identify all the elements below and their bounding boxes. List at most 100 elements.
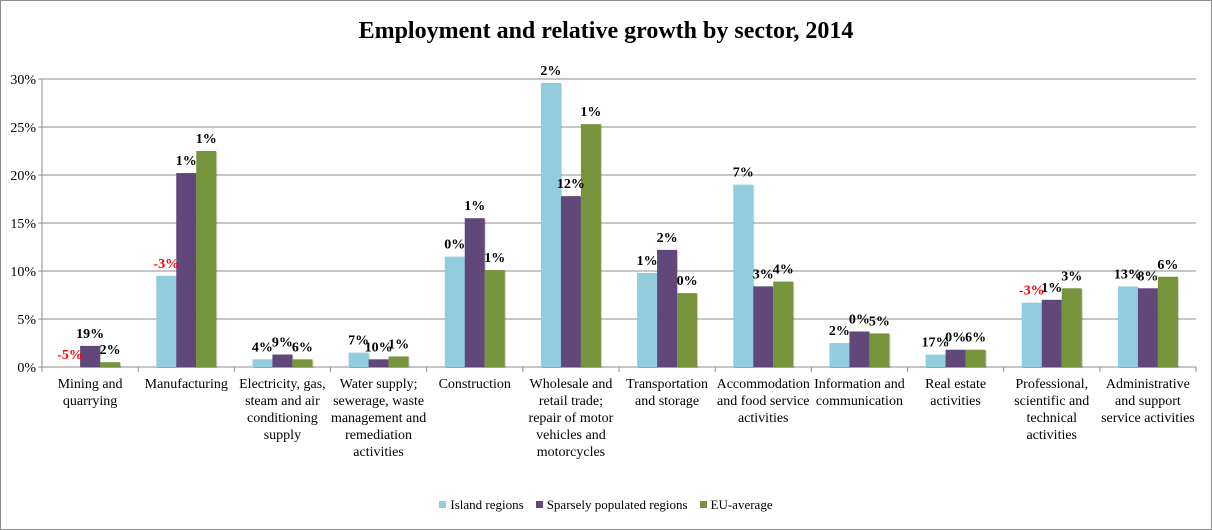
legend-item: Island regions: [439, 496, 524, 513]
data-label: 19%: [76, 327, 104, 342]
legend-label: Island regions: [450, 496, 524, 512]
data-label: 2%: [100, 343, 121, 358]
bar: [560, 196, 581, 367]
data-label: 1%: [388, 337, 409, 352]
chart-title: Employment and relative growth by sector…: [358, 18, 854, 44]
data-label: 0%: [849, 312, 870, 327]
y-tick-label: 5%: [17, 313, 36, 328]
y-tick-labels: 0% 5% 10% 15% 20% 25% 30%: [10, 73, 36, 376]
y-tick-label: 15%: [10, 217, 36, 232]
category-label: Mining and quarrying: [58, 377, 123, 409]
bar: [444, 256, 465, 367]
category-label: Accommodation and food service activities: [717, 377, 810, 426]
data-label: 2%: [540, 64, 561, 79]
bar: [100, 362, 121, 367]
legend-item: Sparsely populated regions: [535, 496, 688, 513]
data-label: 0%: [945, 331, 966, 346]
bar: [829, 343, 850, 367]
bar: [1061, 288, 1082, 367]
legend-swatch: [535, 501, 543, 508]
data-label: 6%: [965, 331, 986, 346]
bar: [368, 359, 389, 367]
data-label: 2%: [657, 231, 678, 246]
legend-label: Sparsely populated regions: [546, 496, 688, 512]
y-tick-label: 20%: [10, 169, 36, 184]
legend-item: EU-average: [699, 496, 773, 513]
bar: [484, 270, 505, 367]
bar: [773, 281, 794, 367]
bar: [540, 82, 561, 367]
data-label: -5%: [57, 348, 83, 363]
y-tick-label: 30%: [10, 73, 36, 88]
category-label: Wholesale and retail trade; repair of moto…: [529, 377, 614, 460]
data-label: 1%: [580, 105, 601, 120]
bar: [348, 352, 369, 367]
data-label: 10%: [365, 340, 393, 355]
data-label: 6%: [292, 340, 313, 355]
data-label: 1%: [637, 254, 658, 269]
bar: [388, 356, 409, 367]
data-label: 9%: [272, 336, 293, 351]
bar: [869, 333, 890, 367]
bar: [657, 249, 678, 367]
data-label: 4%: [773, 263, 794, 278]
bar: [252, 359, 273, 367]
data-label: 17%: [922, 336, 950, 351]
bar: [945, 349, 966, 367]
legend-swatch: [699, 501, 707, 508]
bar: [156, 275, 177, 367]
bar: [464, 218, 485, 367]
data-label: 8%: [1137, 269, 1158, 284]
bar: [292, 359, 313, 367]
bar: [925, 354, 946, 367]
bar: [733, 184, 754, 367]
y-tick-label: 25%: [10, 121, 36, 136]
legend-label: EU-average: [710, 496, 773, 512]
category-label: Electricity, gas, steam and air conditioni…: [239, 377, 326, 443]
data-label: 3%: [1061, 269, 1082, 284]
bar: [580, 124, 601, 368]
gridlines: [38, 78, 1196, 368]
data-label: 1%: [464, 199, 485, 214]
bar: [677, 293, 698, 367]
data-label: 1%: [484, 251, 505, 266]
data-label: 2%: [829, 324, 850, 339]
data-label: -3%: [1019, 284, 1045, 299]
data-label: 0%: [677, 274, 698, 289]
data-label: 13%: [1114, 267, 1142, 282]
category-label: Transportation and storage: [626, 377, 708, 409]
bar: [272, 354, 293, 367]
category-labels: Mining and quarrying Manufacturing Electric…: [58, 377, 1195, 460]
data-label: 6%: [1157, 258, 1178, 273]
data-labels: -5%19%2%-3%1%1%4% 9% 6% 7%10%1%0%1%1%2%12%1…: [57, 64, 1178, 363]
data-label: 1%: [1041, 281, 1062, 296]
legend-swatch: [439, 501, 447, 508]
data-label: 4%: [252, 340, 273, 355]
y-tick-label: 0%: [17, 361, 36, 376]
bar: [637, 272, 658, 367]
data-label: 1%: [196, 132, 217, 147]
bar: [1041, 299, 1062, 367]
category-label: Administrative and support service activit…: [1101, 377, 1195, 426]
data-label: -3%: [153, 257, 179, 272]
data-label: 12%: [557, 177, 585, 192]
category-label: Water supply; sewerage, waste management a…: [331, 377, 426, 460]
bar: [176, 173, 197, 367]
category-label: Professional, scientific and technical acti…: [1014, 377, 1089, 443]
bar: [1137, 288, 1158, 367]
data-label: 5%: [869, 314, 890, 329]
bar: [196, 151, 217, 367]
bar: [1117, 286, 1138, 367]
data-label: 7%: [733, 166, 754, 181]
category-label: Real estate activities: [925, 377, 986, 409]
data-label: 1%: [176, 154, 197, 169]
bar: [753, 286, 774, 367]
bar: [1157, 276, 1178, 367]
bar: [849, 331, 870, 367]
category-label: Information and communication: [814, 377, 905, 409]
legend: Island regions Sparsely populated regions…: [0, 496, 1212, 513]
bars: [80, 82, 1179, 369]
bar: [965, 349, 986, 367]
axes: [41, 79, 1197, 372]
